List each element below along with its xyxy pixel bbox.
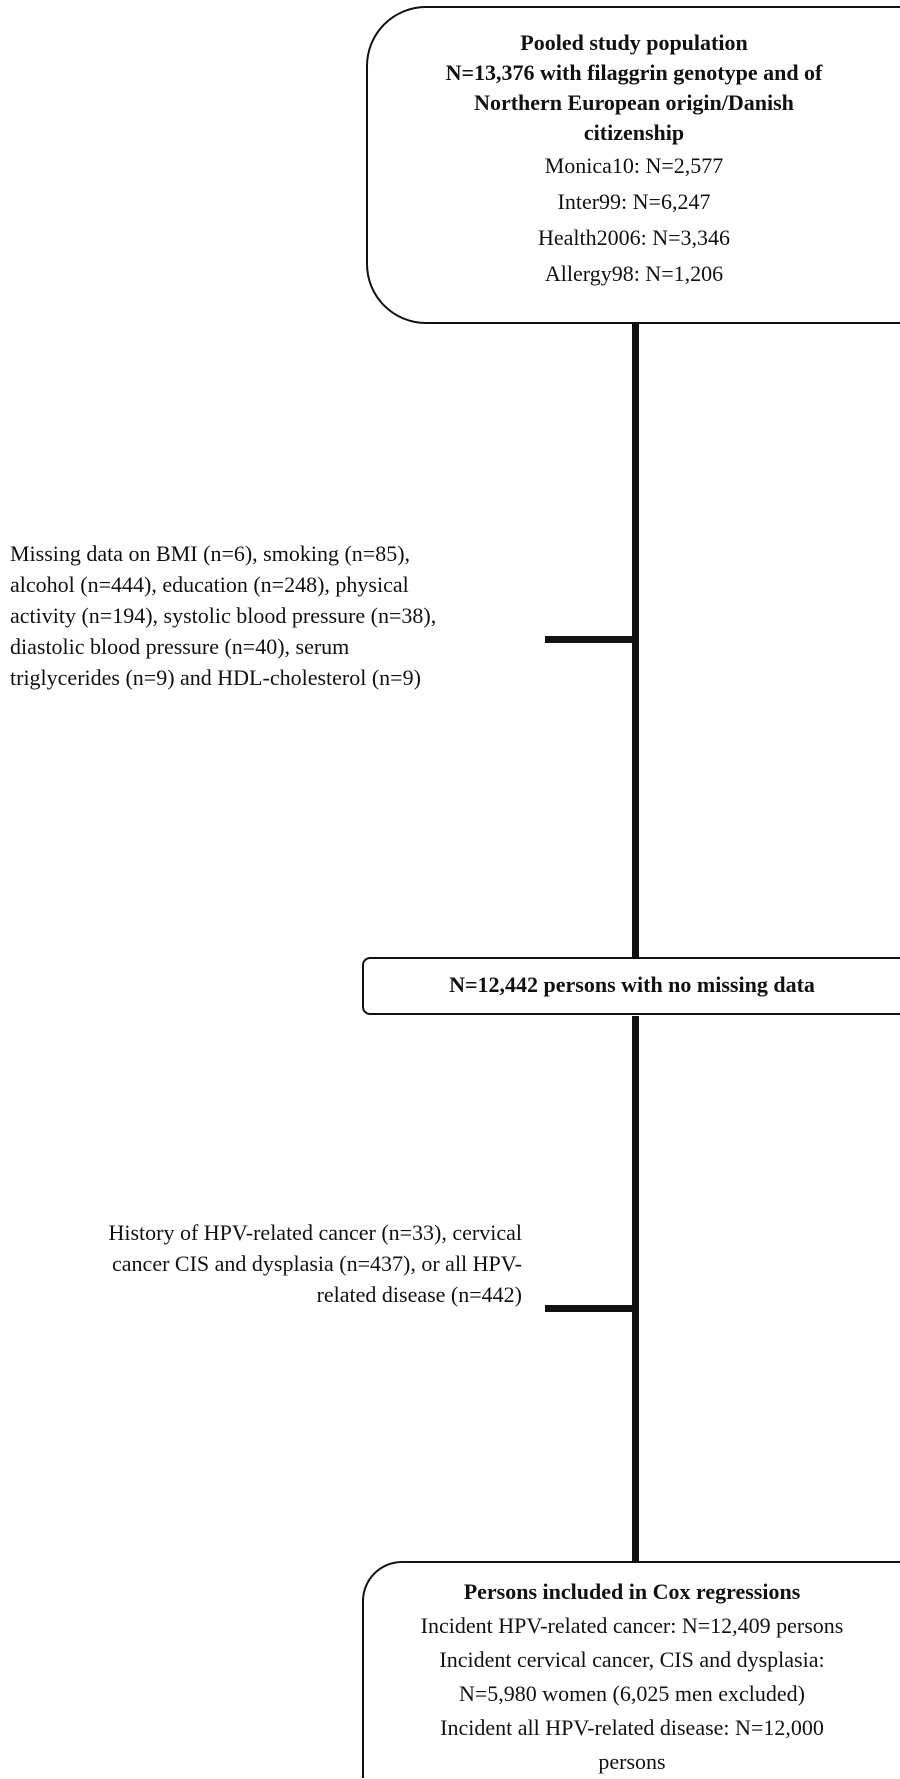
missing-data-line-3: activity (n=194), systolic blood pressur… (10, 603, 437, 628)
cox-regression-box: Persons included in Cox regressions Inci… (362, 1561, 900, 1778)
cox-line-5: persons (598, 1749, 666, 1774)
pooled-title-line-3: Northern European origin/Danish (474, 90, 794, 115)
cohort-monica10: Monica10: N=2,577 (544, 153, 724, 178)
cohort-health2006: Health2006: N=3,346 (537, 225, 731, 250)
exclusion-branch-line-1 (545, 636, 635, 643)
pooled-title-line-1: Pooled study population (520, 30, 748, 55)
no-missing-data-box: N=12,442 persons with no missing data (362, 957, 900, 1015)
cox-line-3: N=5,980 women (6,025 men excluded) (459, 1681, 805, 1706)
cox-line-1: Incident HPV-related cancer: N=12,409 pe… (420, 1613, 844, 1638)
hpv-history-line-2: cancer CIS and dysplasia (n=437), or all… (112, 1251, 522, 1276)
hpv-history-line-1: History of HPV-related cancer (n=33), ce… (108, 1220, 522, 1245)
cox-line-4: Incident all HPV-related disease: N=12,0… (440, 1715, 824, 1740)
missing-data-line-2: alcohol (n=444), education (n=248), phys… (10, 572, 409, 597)
hpv-history-exclusion-note: History of HPV-related cancer (n=33), ce… (22, 1217, 522, 1310)
cohort-inter99: Inter99: N=6,247 (557, 189, 711, 214)
missing-data-line-4: diastolic blood pressure (n=40), serum (10, 634, 350, 659)
pooled-population-box: Pooled study population N=13,376 with fi… (366, 6, 900, 324)
cox-line-2: Incident cervical cancer, CIS and dyspla… (439, 1647, 825, 1672)
missing-data-exclusion-note: Missing data on BMI (n=6), smoking (n=85… (10, 538, 436, 693)
pooled-title-line-2: N=13,376 with filaggrin genotype and of (445, 60, 823, 85)
cohort-allergy98: Allergy98: N=1,206 (544, 261, 724, 286)
connector-line-middle-to-bottom (632, 1016, 639, 1562)
missing-data-line-1: Missing data on BMI (n=6), smoking (n=85… (10, 541, 411, 566)
missing-data-line-5: triglycerides (n=9) and HDL-cholesterol … (10, 665, 421, 690)
pooled-title-line-4: citizenship (583, 120, 685, 145)
connector-line-top-to-middle (632, 324, 639, 958)
no-missing-data-label: N=12,442 persons with no missing data (449, 972, 815, 997)
exclusion-branch-line-2 (545, 1305, 635, 1312)
cox-regression-title: Persons included in Cox regressions (463, 1579, 801, 1604)
hpv-history-line-3: related disease (n=442) (316, 1282, 522, 1307)
